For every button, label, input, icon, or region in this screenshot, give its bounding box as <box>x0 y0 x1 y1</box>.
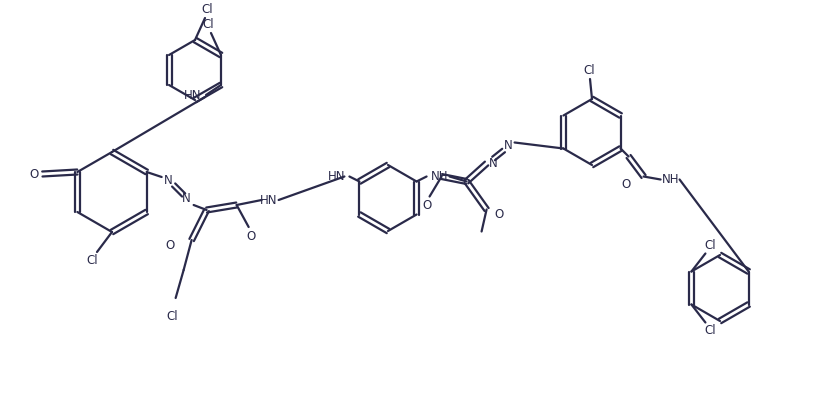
Text: O: O <box>422 199 431 212</box>
Text: O: O <box>246 230 255 242</box>
Text: N: N <box>164 173 173 187</box>
Text: N: N <box>489 157 498 170</box>
Text: O: O <box>494 208 503 221</box>
Text: Cl: Cl <box>583 63 595 76</box>
Text: HN: HN <box>260 194 277 206</box>
Text: O: O <box>621 178 630 191</box>
Text: Cl: Cl <box>167 310 178 322</box>
Text: O: O <box>29 168 39 181</box>
Text: N: N <box>182 192 191 204</box>
Text: HN: HN <box>328 170 345 183</box>
Text: Cl: Cl <box>704 239 717 252</box>
Text: HN: HN <box>184 88 202 101</box>
Text: NH: NH <box>662 173 679 186</box>
Text: Cl: Cl <box>704 324 717 337</box>
Text: N: N <box>504 139 513 152</box>
Text: Cl: Cl <box>202 17 213 30</box>
Text: NH: NH <box>431 170 448 183</box>
Text: O: O <box>165 238 174 251</box>
Text: Cl: Cl <box>86 255 98 268</box>
Text: Cl: Cl <box>201 2 213 15</box>
